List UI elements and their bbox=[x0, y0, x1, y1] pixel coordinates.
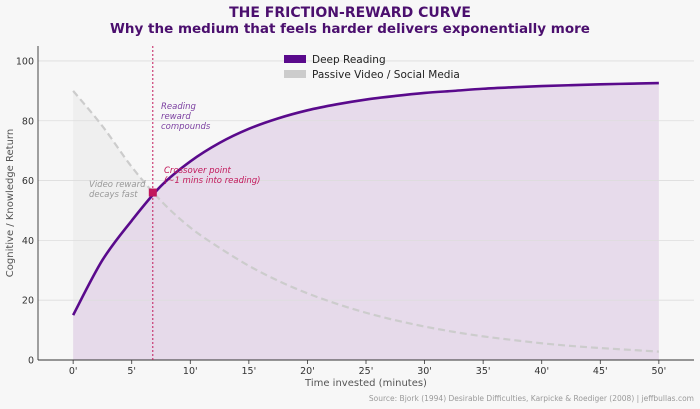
chart-subtitle: Why the medium that feels harder deliver… bbox=[110, 21, 590, 37]
y-tick-label: 0 bbox=[28, 356, 34, 367]
x-tick-label: 40' bbox=[534, 366, 549, 377]
video-series-line bbox=[72, 90, 659, 353]
x-tick-label: 30' bbox=[417, 366, 432, 377]
y-tick-label: 80 bbox=[22, 116, 34, 127]
legend-label-deep-reading: Deep Reading bbox=[312, 54, 386, 66]
legend-swatch-deep-reading bbox=[284, 55, 306, 63]
x-tick-label: 20' bbox=[300, 366, 315, 377]
reading-annotation: Reading reward compounds bbox=[161, 102, 211, 132]
x-tick-label: 10' bbox=[183, 366, 198, 377]
crossover-annotation: Crossover point (~1 mins into reading) bbox=[164, 166, 260, 186]
x-tick-label: 15' bbox=[242, 366, 257, 377]
crossover-marker bbox=[148, 188, 157, 197]
y-tick-label: 100 bbox=[16, 56, 34, 67]
x-tick-label: 45' bbox=[593, 366, 608, 377]
y-tick-label: 60 bbox=[22, 176, 34, 187]
x-tick-label: 5' bbox=[127, 366, 136, 377]
legend-swatch-video bbox=[284, 70, 306, 78]
x-tick-label: 50' bbox=[652, 366, 667, 377]
x-tick-label: 35' bbox=[476, 366, 491, 377]
x-tick-label: 0' bbox=[69, 366, 78, 377]
x-tick-label: 25' bbox=[359, 366, 374, 377]
chart-title: THE FRICTION-REWARD CURVE bbox=[229, 5, 471, 21]
video-annotation: Video reward decays fast bbox=[89, 180, 146, 200]
y-tick-label: 40 bbox=[22, 236, 34, 247]
source-note: Source: Bjork (1994) Desirable Difficult… bbox=[369, 394, 694, 403]
deep-reading-series-line bbox=[71, 81, 659, 316]
deep-reading-area-fill bbox=[73, 83, 659, 360]
y-tick-label: 20 bbox=[22, 296, 34, 307]
legend-label-video: Passive Video / Social Media bbox=[312, 69, 460, 81]
y-axis-label: Cognitive / Knowledge Return bbox=[5, 129, 16, 277]
x-axis-label: Time invested (minutes) bbox=[304, 378, 427, 389]
